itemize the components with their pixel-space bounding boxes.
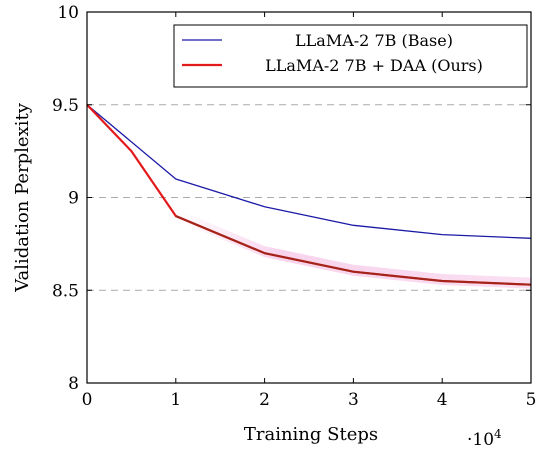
y-tick-label: 10 — [57, 3, 79, 23]
x-tick-label: 2 — [259, 390, 270, 410]
legend-label: LLaMA-2 7B (Base) — [295, 31, 453, 50]
y-tick-label: 8.5 — [52, 281, 79, 301]
x-tick-label: 5 — [526, 390, 537, 410]
legend-label: LLaMA-2 7B + DAA (Ours) — [265, 56, 483, 75]
series-line-daa-overlay — [175, 215, 532, 286]
x-tick-label: 1 — [170, 390, 181, 410]
x-tick-label: 4 — [437, 390, 448, 410]
x-tick-label: 3 — [348, 390, 359, 410]
x-axis-title: Training Steps — [244, 424, 378, 445]
variance-band — [175, 209, 532, 289]
x-axis-scale-factor: ·104 — [467, 427, 502, 450]
axis-ticks: 0 1 2 3 4 5 8 8.5 9 9.5 10 — [52, 3, 536, 410]
y-axis-title: Validation Perplexity — [12, 102, 33, 293]
series-line-base — [86, 104, 532, 239]
x-tick-label: 0 — [82, 390, 93, 410]
gridlines — [87, 104, 531, 291]
y-tick-label: 9 — [68, 189, 79, 209]
shaded-band — [175, 209, 532, 289]
y-tick-label: 8 — [68, 374, 79, 394]
y-tick-label: 9.5 — [52, 96, 79, 116]
legend-box — [173, 24, 528, 88]
legend: LLaMA-2 7B (Base) LLaMA-2 7B + DAA (Ours) — [173, 24, 528, 88]
series-lines — [86, 103, 532, 286]
